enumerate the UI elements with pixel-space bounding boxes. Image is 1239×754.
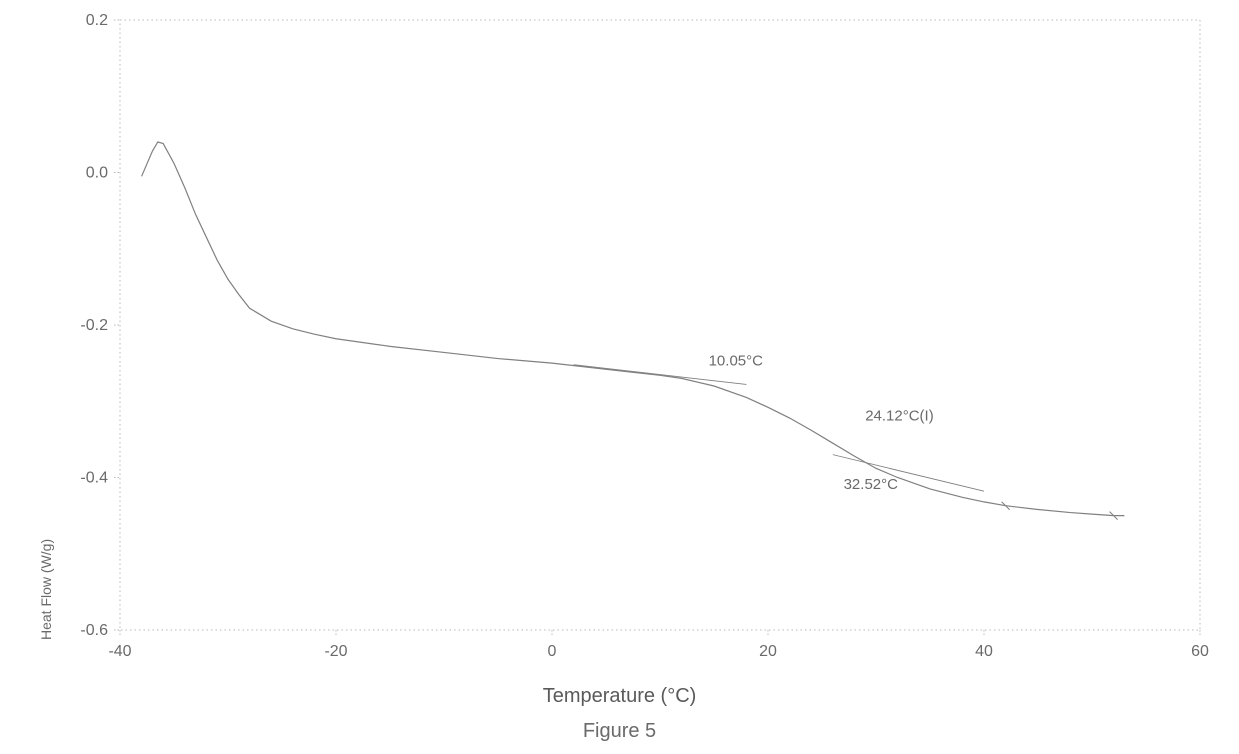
x-tick-label: -20 — [324, 643, 347, 660]
y-tick-label: -0.4 — [80, 470, 108, 487]
heat-flow-curve — [142, 142, 1125, 516]
y-tick-label: -0.6 — [80, 622, 108, 639]
annotation-label: 24.12°C(I) — [865, 407, 934, 424]
y-tick-label: 0.2 — [86, 12, 108, 29]
x-tick-label: -40 — [108, 643, 131, 660]
x-tick-label: 0 — [548, 643, 557, 660]
x-tick-label: 60 — [1191, 643, 1209, 660]
x-tick-label: 20 — [759, 643, 777, 660]
x-axis-label: Temperature (°C) — [0, 685, 1239, 708]
y-tick-label: 0.0 — [86, 165, 108, 182]
x-tick-label: 40 — [975, 643, 993, 660]
y-axis-label: Heat Flow (W/g) — [38, 539, 54, 640]
annotation-label: 10.05°C — [709, 352, 764, 369]
dsc-chart-svg: -0.6 -0.4 -0.2 0.0 0.2 -40 -20 0 20 40 60 10.05°C 24… — [0, 0, 1239, 754]
dsc-chart-container: -0.6 -0.4 -0.2 0.0 0.2 -40 -20 0 20 40 60 10.05°C 24… — [0, 0, 1239, 754]
figure-caption: Figure 5 — [0, 720, 1239, 743]
y-tick-label: -0.2 — [80, 317, 108, 334]
annotation-label: 32.52°C — [844, 476, 899, 493]
